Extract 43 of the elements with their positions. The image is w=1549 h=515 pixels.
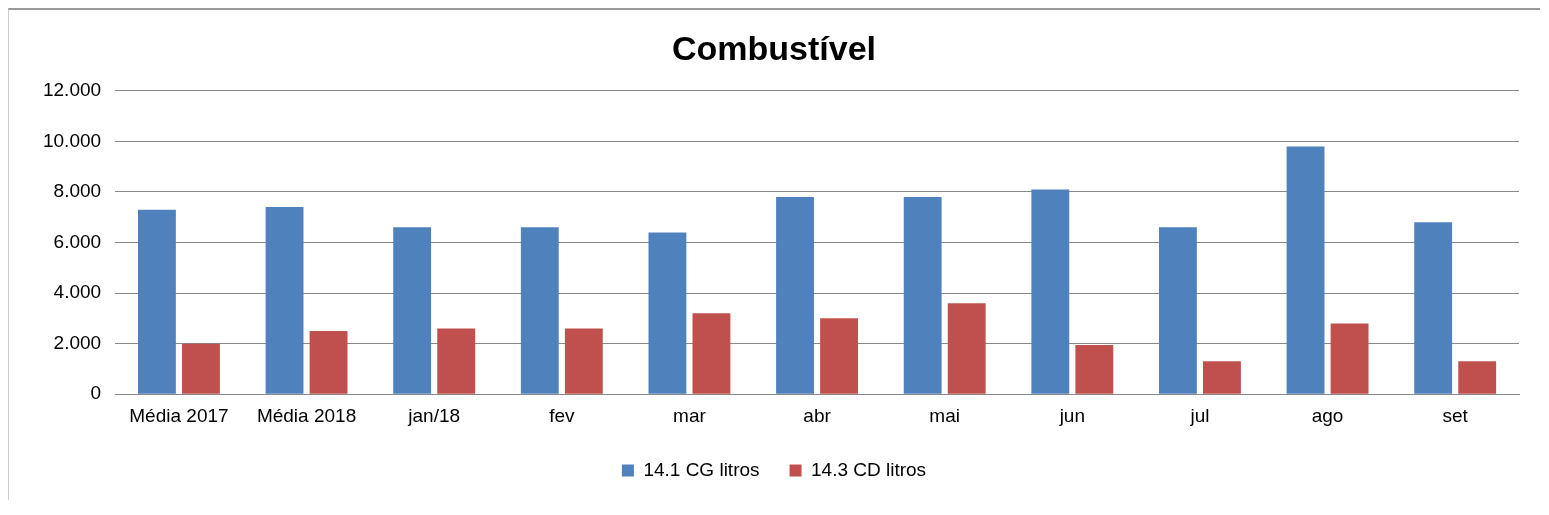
y-tick-label: 10.000 — [42, 129, 102, 151]
bar — [182, 343, 220, 394]
legend-label: 14.1 CG litros — [643, 458, 760, 480]
bar — [393, 227, 432, 394]
bar — [692, 313, 731, 394]
x-tick-label: jan/18 — [407, 404, 461, 426]
bar — [564, 328, 603, 394]
bar — [947, 303, 986, 394]
bar — [1203, 361, 1241, 394]
bar — [1458, 361, 1497, 394]
x-tick-label: Média 2017 — [129, 404, 229, 426]
chart-title: Combustível — [671, 28, 877, 67]
x-tick-label: mai — [929, 404, 960, 426]
y-tick-label: 2.000 — [53, 331, 102, 353]
bar — [265, 207, 304, 394]
x-tick-label: abr — [803, 404, 832, 426]
bar — [1031, 189, 1070, 394]
x-tick-label: fev — [549, 404, 575, 426]
x-tick-label: mar — [673, 404, 707, 426]
y-tick-label: 12.000 — [42, 79, 102, 101]
x-tick-label: ago — [1311, 404, 1344, 426]
x-tick-label: jun — [1058, 404, 1085, 426]
bar — [776, 196, 814, 394]
legend-label: 14.3 CD litros — [811, 458, 927, 480]
x-tick-label: set — [1442, 404, 1469, 426]
bar — [1158, 227, 1197, 394]
bar — [1330, 323, 1369, 394]
y-tick-label: 0 — [90, 382, 102, 404]
bar — [903, 196, 942, 394]
bar — [437, 328, 476, 394]
bar — [820, 318, 859, 394]
bar — [309, 330, 348, 394]
bar — [520, 227, 559, 394]
bar — [1075, 344, 1114, 394]
bar — [1286, 146, 1325, 394]
bar — [1414, 222, 1453, 394]
y-tick-label: 4.000 — [53, 281, 102, 303]
x-tick-label: Média 2018 — [256, 404, 357, 426]
bar — [137, 209, 176, 394]
y-tick-label: 6.000 — [53, 230, 102, 252]
bar — [648, 232, 687, 394]
x-tick-label: jul — [1189, 404, 1210, 426]
y-tick-label: 8.000 — [53, 180, 102, 202]
